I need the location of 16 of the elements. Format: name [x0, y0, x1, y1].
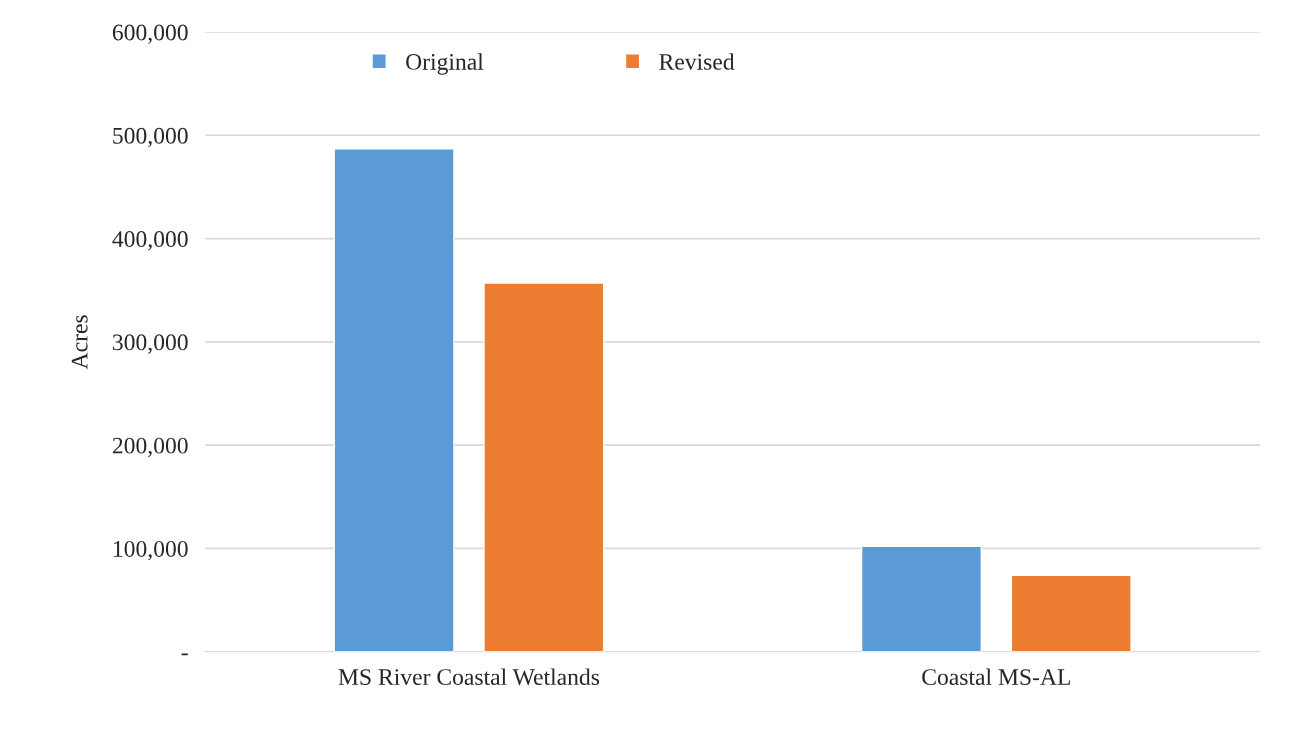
legend-label: Original	[406, 53, 484, 75]
x-tick-label: MS River Coastal Wetlands	[338, 668, 600, 686]
y-tick-label: -	[181, 653, 188, 656]
bar	[483, 282, 605, 652]
y-tick-label: 400,000	[112, 231, 188, 251]
y-tick-label: 600,000	[112, 24, 188, 44]
bar	[1010, 574, 1132, 652]
bar	[860, 545, 982, 652]
y-tick-label: 100,000	[113, 540, 188, 561]
y-axis-title: Acres	[71, 315, 88, 370]
y-tick-label: 500,000	[113, 127, 188, 148]
y-tick-label: 200,000	[112, 437, 188, 457]
legend-label: Revised	[659, 53, 735, 70]
x-tick-label: Coastal MS-AL	[922, 668, 1070, 686]
bar	[333, 148, 455, 652]
y-tick-label: 300,000	[113, 334, 188, 354]
